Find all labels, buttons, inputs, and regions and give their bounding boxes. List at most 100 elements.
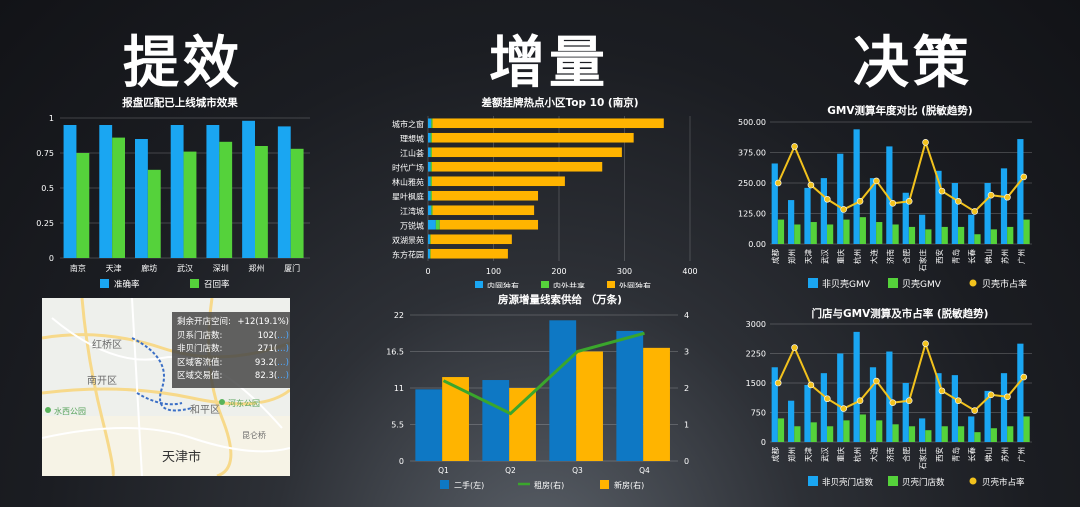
bar (135, 139, 148, 258)
legend-swatch (888, 278, 898, 288)
y-tick-label: 星叶枫庭 (392, 192, 424, 202)
legend-label: 准确率 (114, 279, 140, 288)
bar (876, 222, 883, 244)
map-label-dongli: 河东公园 (228, 399, 260, 408)
x-tick-label: 400 (682, 267, 697, 276)
x-tick-label: 大连 (868, 447, 878, 462)
bar-segment (431, 147, 622, 158)
bar (1007, 226, 1014, 244)
series-point (873, 377, 880, 385)
bar (1000, 168, 1008, 244)
series-point (873, 177, 880, 185)
stores-chart: 0 750 1500 2250 3000 成都 郑州 天津 武汉 重庆 杭州 大连 济南 合肥 石家庄 西安青… (746, 320, 1032, 488)
bar (219, 141, 233, 258)
series-point (824, 395, 831, 403)
bar-segment (430, 190, 432, 201)
legend-swatch (600, 480, 609, 489)
bar (788, 400, 795, 442)
map-info-row: 非贝门店数: 271(…) (177, 344, 289, 354)
series-point (840, 405, 847, 412)
x-tick-label: 佛山 (983, 447, 993, 462)
x-tick-label: Q1 (438, 466, 449, 475)
legend-label: 二手(左) (454, 480, 484, 490)
bar (869, 178, 877, 244)
x-tick-label: 0 (425, 267, 430, 276)
bar (1017, 139, 1024, 244)
series-line (777, 138, 1025, 213)
legend-label: 召回率 (204, 279, 230, 288)
legend-label: 内外共享 (553, 281, 585, 288)
y-tick-label: 理想城 (400, 134, 424, 144)
series-point (938, 387, 946, 395)
bar (919, 214, 926, 244)
x-tick-label: 石家庄 (918, 249, 928, 272)
bar (892, 424, 899, 442)
gmv-title: GMV测算年度对比 (脱敏趋势) (827, 105, 973, 117)
bar (957, 226, 965, 244)
supply-chart: 0 5.5 11 16.5 22 0 1 2 3 4 Q1 Q2 Q3 Q4 二手(左) 租房(右) 新房(右) (386, 311, 689, 490)
x-tick-label: 广州 (1016, 249, 1026, 264)
x-tick-label: 苏州 (999, 249, 1009, 264)
bar (886, 146, 893, 244)
bar (919, 418, 926, 442)
x-tick-label: 重庆 (836, 249, 846, 264)
y-tick-label: 750 (751, 409, 766, 418)
bar-segment (432, 205, 535, 216)
bar (984, 183, 991, 244)
y-tick-label: 0.5 (41, 184, 54, 193)
legend-label: 贝壳市占率 (982, 278, 1027, 290)
x-tick-label: 杭州 (852, 249, 862, 264)
bar (941, 426, 948, 442)
series-point (971, 208, 978, 215)
bar (576, 351, 603, 461)
series-point (922, 340, 929, 347)
x-tick-label: 长春 (967, 447, 977, 462)
bar-segment (428, 132, 431, 143)
bar (935, 373, 942, 442)
bar (277, 126, 291, 259)
series-point (1020, 173, 1028, 181)
bar-segment (428, 176, 431, 187)
series-point (774, 179, 782, 187)
y-tick-label: 125.00 (738, 210, 766, 219)
bar-segment (430, 147, 432, 158)
bar (794, 426, 801, 442)
bar-segment (431, 176, 565, 187)
y-tick-label-left: 22 (394, 311, 404, 320)
series-point (840, 206, 847, 213)
y-tick-label: 2250 (746, 350, 766, 359)
x-tick-label: 杭州 (852, 447, 862, 462)
series-point (791, 143, 798, 150)
series-point (955, 397, 962, 404)
x-tick-label: 廊坊 (141, 263, 157, 273)
y-tick-label-right: 2 (684, 384, 689, 393)
y-tick-label: 500.00 (738, 118, 766, 127)
y-tick-label: 城市之窗 (392, 119, 424, 129)
series-point (1004, 193, 1011, 201)
map-info-row: 区域交易值: 82.3(…) (177, 371, 289, 381)
bar (990, 229, 997, 244)
x-tick-label: 广州 (1016, 447, 1026, 462)
bar (112, 137, 125, 258)
map-label-shuishang: 水西公园 (54, 407, 86, 416)
bar (837, 153, 844, 244)
gmv-chart: 0.00 125.00 250.00 375.00 500.00 成都 郑州 天津 武汉 重庆 杭州… (738, 118, 1032, 290)
x-tick-label: 成都 (770, 249, 780, 264)
x-tick-label: 天津 (106, 263, 122, 273)
x-tick-label: 成都 (770, 447, 780, 462)
bar (255, 146, 268, 258)
map-label-ql: 昆仑桥 (242, 431, 266, 440)
x-tick-label: 郑州 (787, 249, 797, 264)
legend-swatch (808, 476, 818, 486)
y-tick-label: 0.00 (748, 240, 766, 249)
x-tick-label: 武汉 (819, 249, 829, 264)
legend-label: 贝壳市占率 (982, 477, 1025, 488)
map-info-row: 剩余开店空间: +12(19.1%) (177, 317, 289, 327)
legend-label: 非贝壳GMV (822, 278, 871, 290)
y-tick-label-left: 11 (394, 384, 404, 393)
x-tick-label: 西安 (934, 249, 944, 264)
legend-swatch (475, 281, 483, 288)
bar (908, 226, 916, 244)
city-map[interactable]: 红桥区 南开区 和平区 河东公园 水西公园 昆仑桥 天津市 剩余开店空间: +12… (42, 298, 290, 476)
x-tick-label: 武汉 (177, 263, 193, 273)
